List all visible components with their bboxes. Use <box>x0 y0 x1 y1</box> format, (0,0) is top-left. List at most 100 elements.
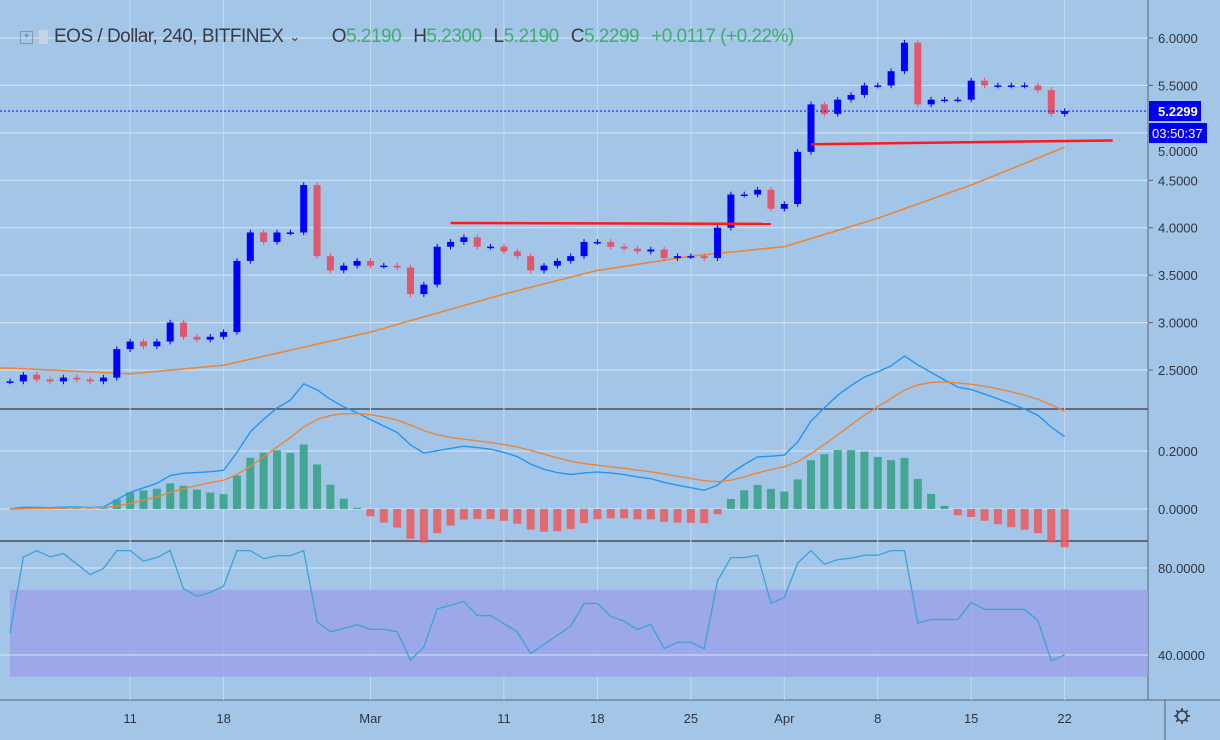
candle <box>674 253 681 261</box>
candle-body <box>754 189 762 195</box>
candle <box>246 229 254 264</box>
macd-histogram-bar <box>152 488 161 509</box>
rsi-tick-label: 80.0000 <box>1158 561 1205 576</box>
candle <box>153 338 161 350</box>
candle-body <box>126 341 134 350</box>
candle-body <box>86 379 94 382</box>
macd-histogram-bar <box>419 509 428 543</box>
candle <box>967 77 975 103</box>
candle-body <box>19 374 27 382</box>
candle-body <box>967 80 975 100</box>
macd-histogram-bar <box>833 450 842 509</box>
symbol-title[interactable]: EOS / Dollar, 240, BITFINEX <box>54 26 284 47</box>
candle <box>740 191 748 198</box>
candle-body <box>1007 85 1015 87</box>
high-value: H5.2300 <box>413 26 482 47</box>
gear-icon[interactable] <box>1174 708 1190 724</box>
candle-body <box>300 185 308 233</box>
candle <box>780 201 788 212</box>
macd-histogram-bar <box>206 492 215 509</box>
candle-body <box>166 322 174 342</box>
macd-histogram-bar <box>366 509 375 517</box>
macd-histogram-bar <box>540 509 548 532</box>
candle <box>113 346 121 381</box>
candle-body <box>1034 85 1042 91</box>
candle <box>447 239 455 250</box>
candle-body <box>500 246 508 252</box>
candle-body <box>633 248 641 252</box>
candle <box>593 239 601 245</box>
candle-body <box>59 377 67 382</box>
macd-histogram-bar <box>1020 509 1029 530</box>
candle-body <box>153 341 161 347</box>
macd-histogram-bar <box>499 509 508 521</box>
candle <box>46 376 54 385</box>
candle-body <box>567 256 575 261</box>
candle <box>647 246 655 255</box>
macd-histogram-bar <box>246 457 255 509</box>
candle <box>527 253 535 274</box>
candle <box>620 243 628 252</box>
candle-body <box>193 336 201 340</box>
candle-body <box>527 256 535 271</box>
candle <box>420 281 428 297</box>
candle-body <box>860 85 868 95</box>
macd-histogram-bar <box>753 484 762 509</box>
x-tick-label: 18 <box>590 711 604 726</box>
candle <box>353 258 361 269</box>
candle-body <box>607 241 615 247</box>
candle <box>73 374 81 383</box>
macd-histogram-bar <box>433 509 442 534</box>
candle <box>847 92 855 103</box>
price-tick-label: 6.0000 <box>1158 31 1198 46</box>
x-tick-label: 22 <box>1057 711 1071 726</box>
moving-average-line <box>0 146 1065 375</box>
price-tick-label: 3.5000 <box>1158 268 1198 283</box>
candle-body <box>180 322 188 337</box>
candle-body <box>647 249 655 252</box>
x-tick-label: Apr <box>774 711 795 726</box>
macd-histogram-bar <box>219 494 228 509</box>
candle <box>273 229 281 245</box>
candle <box>59 374 67 385</box>
candle <box>981 77 989 89</box>
support-trendline <box>450 221 771 226</box>
candle <box>660 246 668 261</box>
candle-body <box>487 246 495 249</box>
macd-histogram-bar <box>112 499 121 509</box>
candle-body <box>874 85 882 87</box>
last-price-label: 5.2299 <box>1158 104 1198 119</box>
close-value: C5.2299 <box>570 26 640 47</box>
candle-body <box>847 94 855 100</box>
macd-histogram-bar <box>446 509 455 526</box>
candle <box>513 248 521 260</box>
candle-body <box>233 260 241 333</box>
candle-body <box>740 194 748 197</box>
candle <box>860 82 868 98</box>
open-value: O5.2190 <box>331 26 402 47</box>
macd-histogram-bar <box>660 509 669 522</box>
candle-body <box>220 332 228 337</box>
macd-histogram-bar <box>299 444 308 509</box>
chevron-down-icon[interactable]: ⌄ <box>289 29 300 44</box>
change-value: +0.0117 (+0.22%) <box>651 26 794 47</box>
candle <box>900 39 908 75</box>
candle-body <box>767 189 775 209</box>
price-tick-label: 5.5000 <box>1158 78 1198 93</box>
candle <box>206 333 214 343</box>
rsi-band <box>10 589 1148 677</box>
plus-square-icon[interactable]: + <box>20 30 33 44</box>
x-tick-label: 15 <box>964 711 978 726</box>
candle-body <box>407 267 414 295</box>
macd-histogram-bar <box>927 493 936 509</box>
price-tick-label: 5.0000 <box>1158 144 1198 159</box>
candle-body <box>807 104 815 152</box>
candle-body <box>927 99 935 105</box>
macd-histogram-bar <box>913 478 922 509</box>
macd-histogram-bar <box>1047 509 1056 543</box>
candle <box>6 378 14 385</box>
candle-body <box>687 256 695 258</box>
macd-tick-label: 0.0000 <box>1158 502 1198 517</box>
